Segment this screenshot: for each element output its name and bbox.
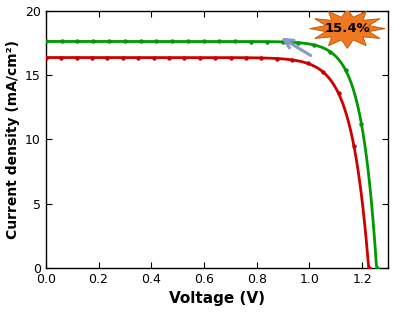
X-axis label: Voltage (V): Voltage (V)	[169, 291, 265, 306]
Polygon shape	[310, 9, 385, 48]
Y-axis label: Current density (mA/cm²): Current density (mA/cm²)	[6, 40, 20, 239]
Text: 15.4%: 15.4%	[324, 22, 370, 35]
